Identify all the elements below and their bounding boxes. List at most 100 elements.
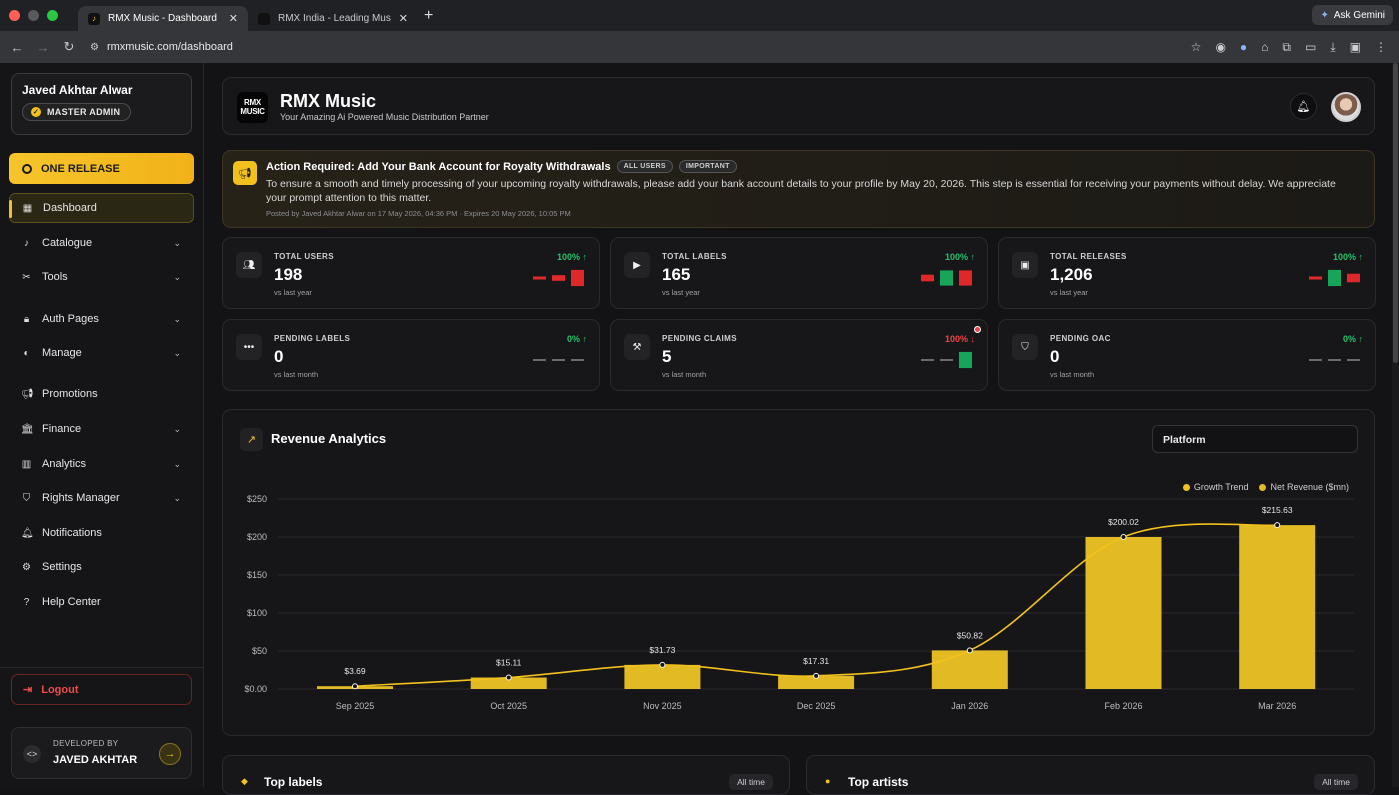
- new-tab-icon[interactable]: +: [424, 6, 434, 24]
- stat-percent-change: 100% ↑: [556, 252, 587, 262]
- legend-item-revenue[interactable]: Net Revenue ($mn): [1259, 482, 1349, 492]
- profile-icon[interactable]: ▣: [1349, 39, 1361, 54]
- sidebar-item-auth-pages[interactable]: 🔒︎ Auth Pages ⌄: [9, 304, 194, 334]
- forward-arrow-icon[interactable]: →: [36, 39, 50, 55]
- chevron-down-icon[interactable]: ⌄: [173, 347, 181, 358]
- puzzle-icon[interactable]: ⧉: [1282, 39, 1291, 54]
- avatar[interactable]: [1331, 92, 1361, 122]
- data-label: $17.31: [803, 656, 829, 666]
- sidebar-item-dashboard[interactable]: ▦ Dashboard: [9, 193, 194, 223]
- sidebar-item-promotions[interactable]: 📢︎ Promotions: [9, 379, 194, 409]
- spark-bar: [533, 276, 546, 280]
- scrollbar-thumb[interactable]: [1393, 63, 1398, 363]
- stat-sparkline: [533, 269, 584, 287]
- browser-tab-rmx-india[interactable]: RMX India - Leading Music D... ✕: [248, 6, 418, 31]
- stat-card-pending-oac[interactable]: ⛉ PENDING OAC 0 vs last month 0% ↑: [998, 319, 1376, 391]
- tag-icon: ▶: [624, 252, 650, 278]
- stat-card-pending-claims[interactable]: ⚒ PENDING CLAIMS 5 vs last month 100% ↓: [610, 319, 988, 391]
- top-labels-title: Top labels: [264, 775, 323, 789]
- all-time-filter[interactable]: All time: [1314, 774, 1358, 790]
- stat-percent-change: 0% ↑: [566, 334, 587, 344]
- x-tick-label: Dec 2025: [797, 701, 836, 711]
- platform-select[interactable]: Platform: [1152, 425, 1358, 453]
- user-name: Javed Akhtar Alwar: [22, 83, 133, 97]
- legend-dot: [1259, 483, 1267, 491]
- close-window-button[interactable]: [9, 10, 20, 21]
- notifications-button[interactable]: 🔔︎: [1290, 93, 1317, 120]
- logout-button[interactable]: ⇥ Logout: [11, 674, 192, 705]
- camera-icon[interactable]: ◉: [1215, 39, 1226, 54]
- maximize-window-button[interactable]: [47, 10, 58, 21]
- developer-name: JAVED AKHTAR: [53, 754, 138, 766]
- chevron-down-icon[interactable]: ⌄: [173, 271, 181, 282]
- tag-important: IMPORTANT: [678, 160, 737, 173]
- spark-bar: [533, 359, 546, 361]
- spark-bar: [1309, 359, 1322, 361]
- album-icon: ▣: [1012, 252, 1038, 278]
- y-tick-label: $0.00: [244, 684, 267, 694]
- user-card[interactable]: Javed Akhtar Alwar ✓ MASTER ADMIN: [11, 73, 192, 135]
- more-menu-icon[interactable]: ⋮: [1375, 39, 1387, 54]
- developed-by-card[interactable]: <> DEVELOPED BY JAVED AKHTAR →: [11, 727, 192, 779]
- sidebar-item-help-center[interactable]: ? Help Center: [9, 587, 194, 617]
- stat-card-total-labels[interactable]: ▶ TOTAL LABELS 165 vs last year 100% ↑: [610, 237, 988, 309]
- sidebar-item-tools[interactable]: ✂ Tools ⌄: [9, 262, 194, 292]
- sidebar-item-label: Manage: [42, 347, 82, 359]
- chevron-down-icon[interactable]: ⌄: [173, 313, 181, 324]
- sidebar-item-rights-manager[interactable]: ⛉ Rights Manager ⌄: [9, 483, 194, 513]
- sidebar-item-catalogue[interactable]: ♪ Catalogue ⌄: [9, 228, 194, 258]
- chevron-down-icon[interactable]: ⌄: [173, 458, 181, 469]
- toolbar-icons: ☆ ◉ ● ⌂ ⧉ ▭ ⤓ ▣ ⋮: [1191, 40, 1387, 55]
- reload-icon[interactable]: ↻: [63, 39, 75, 54]
- y-tick-label: $150: [247, 570, 267, 580]
- chevron-down-icon[interactable]: ⌄: [173, 237, 181, 248]
- stat-card-total-releases[interactable]: ▣ TOTAL RELEASES 1,206 vs last year 100% ↑: [998, 237, 1376, 309]
- all-time-filter[interactable]: All time: [729, 774, 773, 790]
- minimize-window-button[interactable]: [28, 10, 39, 21]
- download-icon[interactable]: ⤓: [1330, 39, 1336, 54]
- logout-icon: ⇥: [23, 684, 33, 696]
- bookmark-star-icon[interactable]: ☆: [1190, 39, 1202, 54]
- sidebar-panel-icon[interactable]: ▭: [1305, 39, 1317, 54]
- announcement-body: To ensure a smooth and timely processing…: [266, 178, 1336, 204]
- stat-percent-change: 100% ↑: [1332, 252, 1363, 262]
- spark-bar: [1328, 269, 1341, 287]
- chevron-down-icon[interactable]: ⌄: [173, 492, 181, 503]
- extension-home-icon[interactable]: ⌂: [1261, 39, 1269, 54]
- trend-point: [1274, 522, 1281, 529]
- one-release-button[interactable]: ONE RELEASE: [9, 153, 194, 184]
- address-bar[interactable]: ⚙ rmxmusic.com/dashboard: [90, 41, 1191, 53]
- trend-point: [966, 647, 973, 654]
- revenue-bar: [470, 677, 547, 689]
- chevron-down-icon[interactable]: ⌄: [173, 423, 181, 434]
- legend-item-growth[interactable]: Growth Trend: [1182, 482, 1248, 492]
- back-arrow-icon[interactable]: ←: [10, 39, 24, 55]
- stat-percent-change: 100% ↓: [944, 334, 975, 344]
- revenue-bar: [624, 664, 701, 689]
- stat-card-pending-labels[interactable]: ••• PENDING LABELS 0 vs last month 0% ↑: [222, 319, 600, 391]
- close-tab-icon[interactable]: ✕: [398, 13, 408, 25]
- extension-blue-icon[interactable]: ●: [1239, 39, 1248, 54]
- sidebar-item-label: Notifications: [42, 527, 102, 539]
- sidebar-item-label: Promotions: [42, 388, 98, 400]
- site-info-icon[interactable]: ⚙: [90, 41, 99, 53]
- browser-tab-dashboard[interactable]: ♪ RMX Music - Dashboard ✕: [78, 6, 248, 31]
- revenue-bar: [1239, 525, 1316, 689]
- chart-legend: Growth Trend Net Revenue ($mn): [1182, 482, 1349, 492]
- page-scrollbar[interactable]: [1392, 63, 1399, 787]
- stat-sparkline: [1309, 269, 1360, 287]
- stat-comparison: vs last year: [1050, 288, 1088, 297]
- ask-gemini-button[interactable]: ✦ Ask Gemini: [1312, 5, 1393, 25]
- sidebar-item-finance[interactable]: 🏛︎ Finance ⌄: [9, 414, 194, 444]
- sidebar-item-manage[interactable]: ◐ Manage ⌄: [9, 338, 194, 368]
- stat-comparison: vs last year: [274, 288, 312, 297]
- close-tab-icon[interactable]: ✕: [228, 13, 238, 25]
- sidebar-item-settings[interactable]: ⚙ Settings: [9, 552, 194, 582]
- spark-bar: [921, 359, 934, 361]
- stat-card-total-users[interactable]: 👥︎ TOTAL USERS 198 vs last year 100% ↑: [222, 237, 600, 309]
- arrow-right-icon[interactable]: →: [159, 743, 181, 765]
- sidebar-item-analytics[interactable]: ▥ Analytics ⌄: [9, 449, 194, 479]
- url-text: rmxmusic.com/dashboard: [106, 41, 233, 53]
- stat-comparison: vs last month: [662, 370, 707, 379]
- sidebar-item-notifications[interactable]: 🔔︎ Notifications: [9, 518, 194, 548]
